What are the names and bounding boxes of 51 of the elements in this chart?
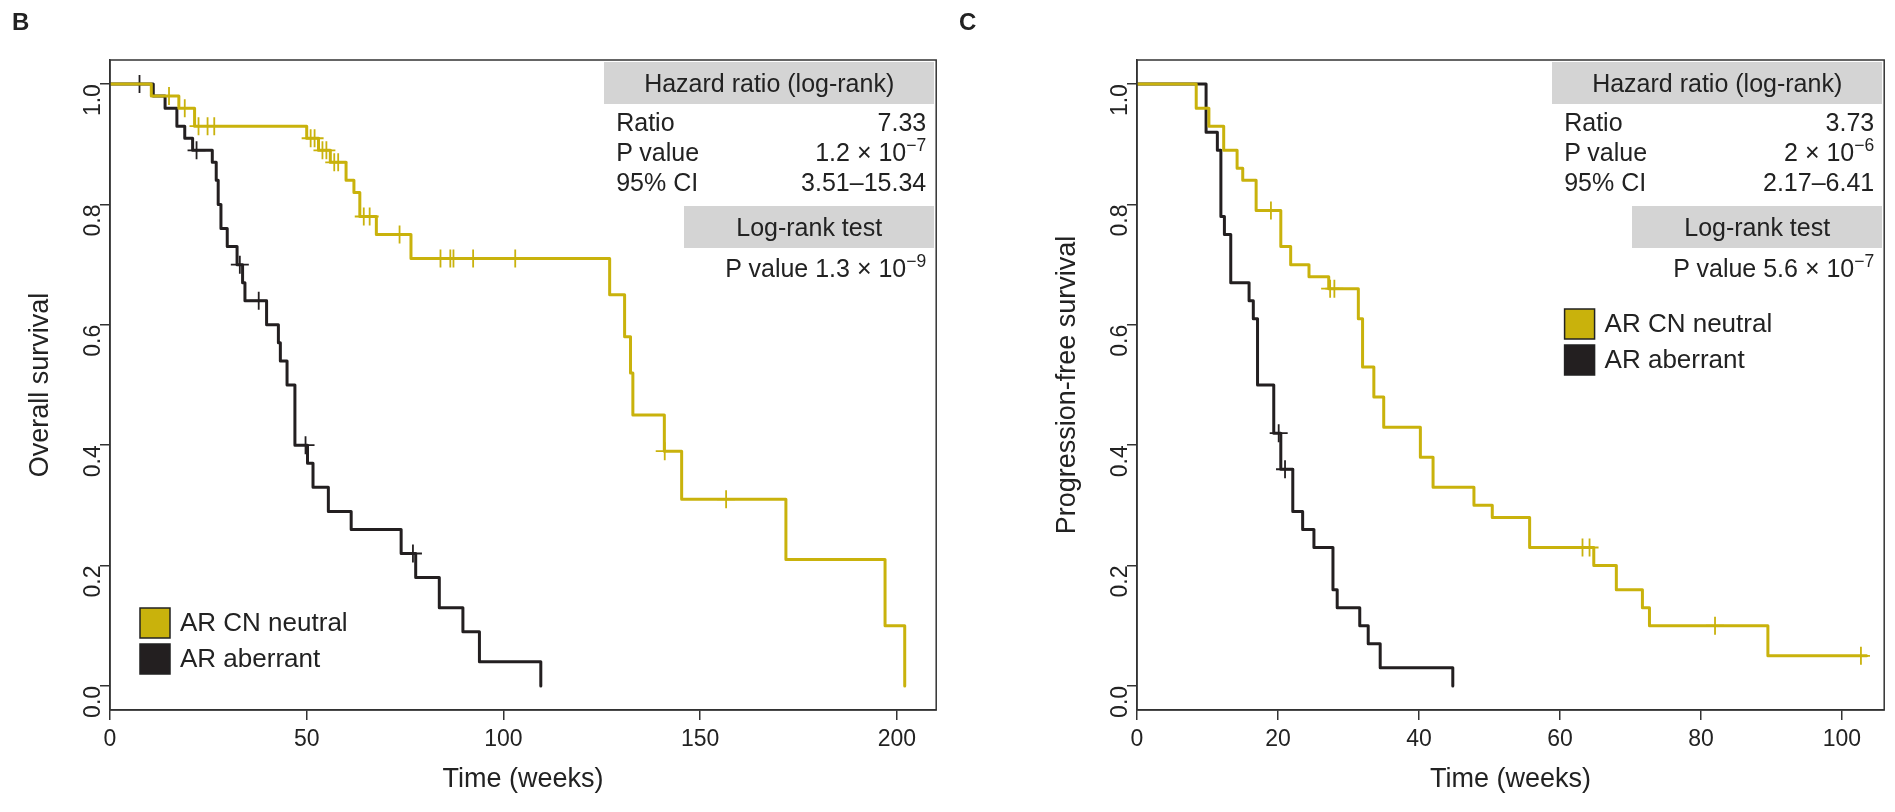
x-tick-label: 150 bbox=[680, 725, 720, 752]
x-tick-label: 60 bbox=[1547, 725, 1573, 752]
y-tick-label: 0.0 bbox=[79, 685, 106, 718]
annotation: Ratio bbox=[616, 108, 675, 137]
y-axis-title: Progression-free survival bbox=[1050, 235, 1081, 535]
y-tick-label: 0.8 bbox=[1106, 204, 1133, 237]
annotation: P value 1.3 × 10$^{−9}$ bbox=[725, 251, 927, 283]
y-tick-label: 0.2 bbox=[79, 565, 106, 598]
y-tick-label: 0.6 bbox=[79, 324, 106, 357]
x-axis-title: Time (weeks) bbox=[1430, 763, 1592, 794]
text: B bbox=[12, 8, 30, 36]
annotation: 95% CI bbox=[1564, 168, 1647, 197]
legend-label: AR CN neutral bbox=[1604, 308, 1773, 339]
table-header-box: Hazard ratio (log-rank) bbox=[1552, 62, 1883, 104]
x-tick-label: 0 bbox=[103, 725, 117, 752]
y-tick-label: 0.0 bbox=[1106, 685, 1133, 718]
legend-label: AR aberrant bbox=[1604, 344, 1746, 375]
y-axis-title: Overall survival bbox=[23, 292, 54, 478]
text: C bbox=[959, 8, 977, 36]
y-tick-label: 1.0 bbox=[1106, 84, 1133, 117]
annotation: Ratio bbox=[1564, 108, 1623, 137]
legend-label: AR aberrant bbox=[180, 643, 321, 674]
y-tick-label: 0.8 bbox=[79, 204, 106, 237]
x-tick-label: 100 bbox=[484, 725, 523, 752]
x-tick-label: 0 bbox=[1130, 725, 1144, 752]
x-tick-label: 100 bbox=[1822, 725, 1862, 752]
y-tick-label: 0.2 bbox=[1106, 565, 1133, 598]
y-tick-label: 0.6 bbox=[1106, 324, 1133, 357]
annotation: P value bbox=[616, 138, 700, 167]
x-tick-label: 80 bbox=[1688, 725, 1714, 752]
annotation: 3.73 bbox=[1825, 108, 1875, 137]
y-tick-label: 1.0 bbox=[79, 84, 106, 117]
x-tick-label: 40 bbox=[1406, 725, 1432, 752]
annotation: P value bbox=[1564, 138, 1648, 167]
table-header-box: Log-rank test bbox=[684, 206, 935, 248]
annotation: 7.33 bbox=[877, 108, 927, 137]
x-tick-label: 200 bbox=[877, 725, 917, 752]
annotation: 2 × 10$^{−6}$ bbox=[1784, 135, 1875, 167]
y-tick-label: 0.4 bbox=[1106, 444, 1133, 478]
x-axis-title: Time (weeks) bbox=[442, 763, 604, 794]
annotation: 1.2 × 10$^{−7}$ bbox=[815, 135, 927, 167]
x-tick-label: 20 bbox=[1265, 725, 1291, 752]
annotation: 2.17–6.41 bbox=[1762, 168, 1875, 197]
x-tick-label: 50 bbox=[293, 725, 320, 752]
annotation: 3.51–15.34 bbox=[801, 168, 927, 197]
annotation: 95% CI bbox=[616, 168, 699, 197]
y-tick-label: 0.4 bbox=[79, 444, 106, 478]
annotation: P value 5.6 × 10$^{−7}$ bbox=[1673, 251, 1875, 283]
table-header-box: Log-rank test bbox=[1632, 206, 1883, 248]
table-header-box: Hazard ratio (log-rank) bbox=[604, 62, 935, 104]
legend-label: AR CN neutral bbox=[180, 607, 348, 638]
